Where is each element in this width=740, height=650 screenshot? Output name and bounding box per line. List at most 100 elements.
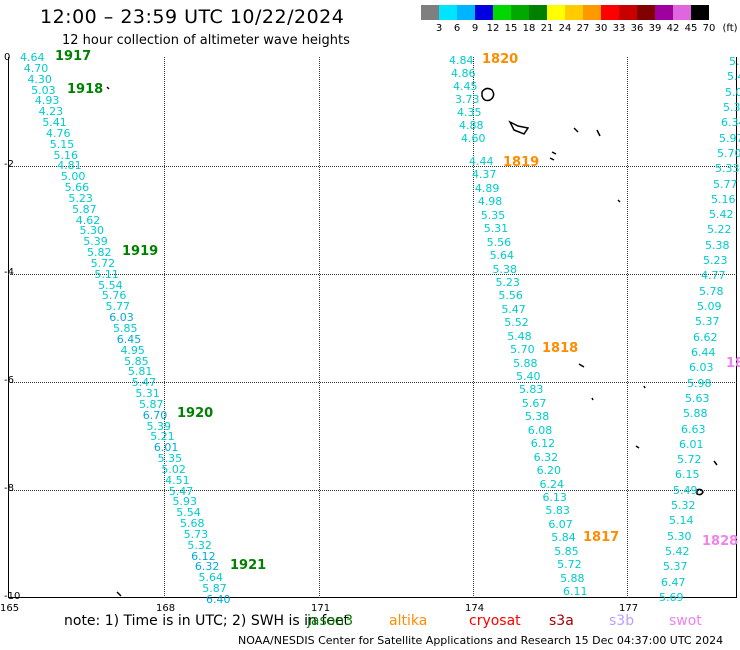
wave-height-value: 4.23: [38, 105, 64, 119]
wave-height-value: 5.38: [492, 262, 518, 276]
pass-label-1818: 1818: [542, 341, 579, 356]
wave-height-value: 5.35: [157, 452, 183, 466]
grid-line-lat-m4: [8, 274, 737, 275]
wave-height-value: 5.68: [179, 517, 205, 531]
wave-height-value: 5.38: [705, 238, 730, 252]
wave-height-value: 5.72: [677, 453, 702, 467]
wave-height-value: 5.85: [124, 354, 149, 368]
wave-height-value: 5.47: [131, 376, 157, 390]
wave-height-value: 5.85: [113, 322, 138, 335]
wave-height-value: 6.32: [194, 560, 220, 574]
color-scale-label: 6: [453, 23, 461, 34]
wave-height-value: 5.93: [172, 495, 198, 509]
grid-line-lon-174: [473, 57, 474, 598]
wave-height-value: 5.63: [685, 391, 710, 405]
wave-height-value: 6.08: [527, 423, 553, 437]
wave-height-value: 4.37: [471, 168, 497, 182]
wave-height-value: 6.15: [675, 468, 700, 482]
color-swatch: [547, 5, 565, 20]
island-outline: [106, 86, 110, 90]
wave-height-value: 5.98: [687, 376, 712, 390]
wave-height-value: 5.72: [90, 256, 116, 270]
color-scale-label: 27: [576, 23, 590, 34]
color-scale-label: 12: [486, 23, 500, 34]
lon-label: 168: [156, 603, 176, 614]
wave-height-value: 5.16: [711, 192, 736, 206]
wave-height-value: 6.47: [661, 575, 686, 589]
wave-height-value: 5.30: [667, 529, 692, 543]
wave-height-value: 5.88: [560, 571, 585, 585]
wave-height-value: 4.86: [451, 67, 476, 80]
wave-height-value: 5.33: [715, 162, 740, 176]
wave-height-value: 4.81: [57, 159, 82, 173]
lon-label: 165: [0, 603, 20, 614]
wave-height-value: 5.87: [139, 397, 164, 411]
pass-label-1828: 1828: [702, 534, 739, 549]
color-scale-label: 36: [630, 23, 644, 34]
wave-height-value: 5.47: [168, 484, 194, 498]
wave-height-value: 5.77: [713, 177, 738, 191]
lat-label: -2: [4, 159, 14, 170]
pass-label-1920: 1920: [177, 406, 214, 421]
color-scale-label: (ft): [722, 23, 738, 34]
wave-height-value: 5.82: [86, 246, 112, 260]
wave-height-value: 5.85: [554, 544, 579, 558]
wave-height-value: 5.73: [183, 527, 209, 541]
wave-height-value: 5.32: [671, 499, 696, 513]
wave-height-value: 6.12: [191, 549, 216, 563]
color-swatch: [529, 5, 547, 20]
legend-s3b: s3b: [609, 613, 635, 629]
wave-height-value: 3.73: [455, 93, 480, 106]
wave-height-value: 6.63: [681, 422, 706, 436]
wave-height-value: 6.45: [116, 332, 142, 346]
grid-line-lat-m2: [8, 166, 737, 167]
wave-height-value: 6.34: [721, 116, 740, 130]
island-outline: [696, 488, 704, 496]
color-scale-label: 18: [522, 23, 536, 34]
wave-height-value: 4.70: [23, 61, 49, 75]
color-scale-label: 9: [471, 23, 479, 34]
wave-height-value: 5.56: [498, 289, 523, 303]
pass-label-1820: 1820: [482, 52, 519, 67]
wave-height-value: 4.93: [34, 94, 60, 108]
grid-line-lat-m6: [8, 382, 737, 383]
wave-height-value: 5.78: [699, 284, 724, 298]
pass-label-1918: 1918: [67, 82, 104, 97]
wave-height-value: 6.70: [142, 408, 168, 422]
color-swatch: [583, 5, 601, 20]
island-outline: [578, 363, 585, 368]
island-outline: [116, 591, 122, 597]
lon-label: 177: [619, 603, 639, 614]
wave-height-value: 6.24: [539, 477, 565, 491]
pass-label-18: 18: [726, 356, 740, 371]
map-frame: [8, 57, 737, 598]
wave-height-value: 5.14: [669, 514, 694, 528]
lat-label: -6: [4, 375, 14, 386]
pass-label-1817: 1817: [583, 530, 620, 545]
color-scale-label: 45: [684, 23, 698, 34]
wave-height-value: 5.00: [60, 170, 86, 184]
island-outline: [617, 199, 621, 203]
wave-height-value: 5.83: [518, 383, 544, 397]
wave-height-value: 5.38: [524, 410, 550, 424]
wave-height-value: 4.89: [474, 181, 500, 195]
wave-height-value: 4.95: [120, 343, 145, 357]
wave-height-value: 5.39: [83, 235, 108, 249]
wave-height-value: 5.69: [659, 591, 684, 604]
color-swatch: [475, 5, 493, 20]
wave-height-value: 6.01: [153, 441, 179, 455]
lon-label: 171: [311, 603, 331, 614]
island-outline: [643, 385, 646, 389]
wave-height-value: 6.12: [530, 437, 556, 451]
wave-height-value: 6.20: [536, 464, 562, 478]
color-swatch: [637, 5, 655, 20]
wave-height-value: 4.88: [459, 119, 484, 132]
wave-height-value: 4.84: [449, 54, 474, 67]
wave-height-value: 5.15: [49, 137, 75, 151]
wave-height-value: 6.11: [563, 585, 588, 598]
wave-height-value: 4.30: [27, 72, 52, 86]
color-swatch: [511, 5, 529, 20]
wave-height-value: 4.77: [701, 269, 726, 283]
color-scale-label: 39: [648, 23, 662, 34]
